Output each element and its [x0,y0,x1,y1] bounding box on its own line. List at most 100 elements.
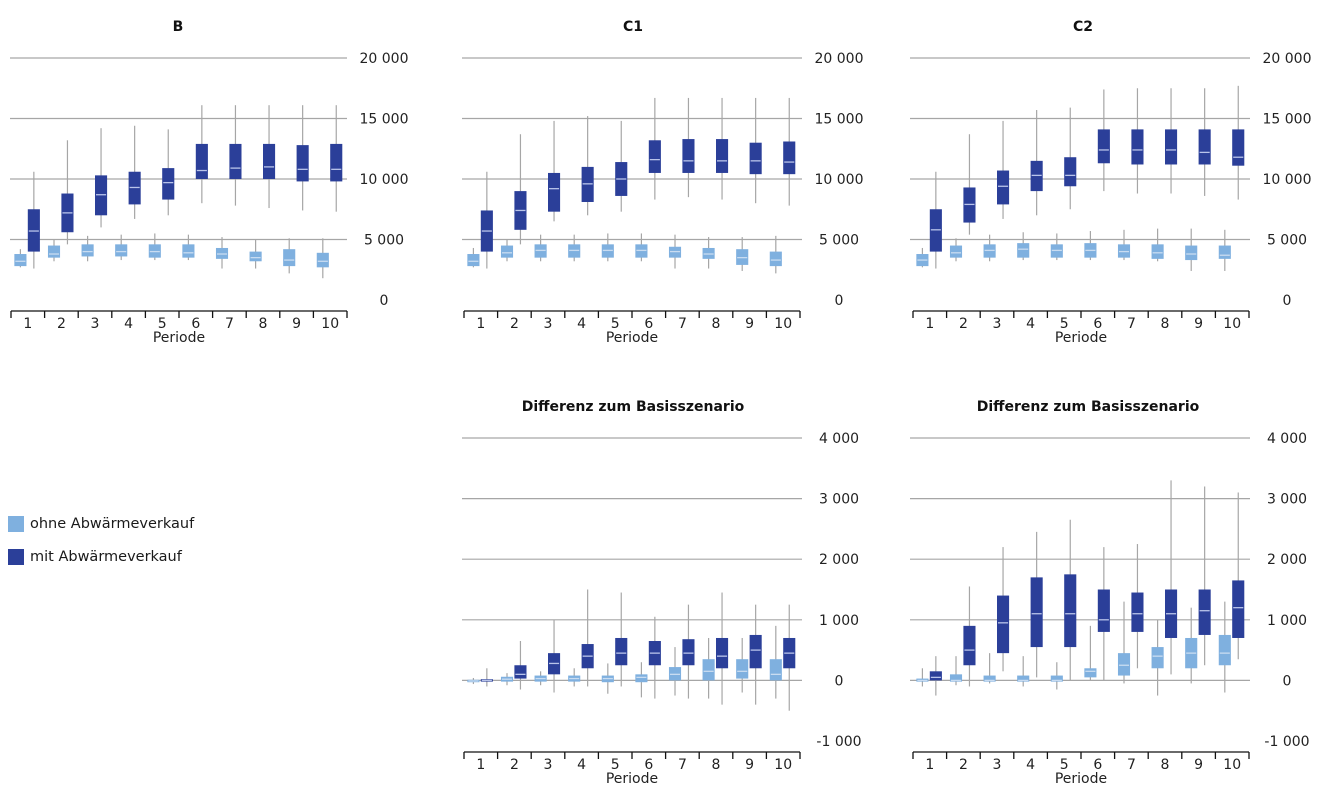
box-ohne [115,234,128,261]
box-body [1232,580,1245,638]
y-tick-label: 20 000 [1263,51,1312,67]
box-body [47,245,61,258]
box-mit [296,105,309,211]
box-mit [480,171,493,269]
box-body [1084,668,1097,678]
box-ohne [949,656,963,686]
box-body [749,634,762,669]
box-body [1050,675,1063,682]
legend-item-mit: mit Abwärmeverkauf [8,547,194,567]
x-tick-label: 10 [1223,316,1241,332]
y-tick-label: 5 000 [364,233,404,249]
box-mit [929,656,942,696]
box-mit [1030,531,1043,678]
box-mit [61,140,74,245]
box-ohne [1218,229,1231,271]
box-mit [1198,486,1211,666]
box-ohne [215,237,229,269]
box-ohne [916,668,929,687]
box-body [783,141,796,175]
legend-label-mit: mit Abwärmeverkauf [30,549,182,565]
box-body [997,170,1010,205]
box-ohne [983,653,996,684]
box-ohne [316,238,329,279]
box-body [162,168,175,200]
box-ohne [1117,601,1131,684]
box-mit [1198,88,1211,196]
box-ohne [635,662,648,698]
box-body [736,659,749,679]
box-mit [1030,110,1043,216]
x-tick-label: 9 [292,316,301,332]
box-body [1117,653,1131,676]
box-body [749,142,762,175]
box-body [1232,129,1245,166]
box-ohne [1151,228,1164,262]
x-tick-label: 8 [1161,757,1170,773]
x-tick-label: 1 [23,316,32,332]
box-mit [963,586,976,687]
box-mit [27,171,40,269]
box-mit [1097,547,1110,681]
box-ohne [47,239,61,262]
box-mit [1131,544,1144,669]
chart-panel-5: Differenz zum Basisszenario -1 000 0 1 000 2… [910,399,1310,785]
y-tick-label: 2 000 [1267,552,1307,568]
x-tick-label: 3 [544,316,553,332]
y-tick-label: 4 000 [819,431,859,447]
box-ohne [1117,229,1131,261]
box-body [615,637,628,666]
box-body [195,143,208,179]
box-ohne [769,625,782,699]
box-mit [548,619,561,693]
x-tick-label: 8 [712,757,721,773]
y-tick-label: 5 000 [1267,233,1307,249]
chart-title: C2 [1073,19,1093,35]
box-ohne [702,637,715,699]
box-mit [514,641,527,690]
box-mit [1232,492,1245,660]
box-mit [330,105,343,212]
x-tick-label: 7 [678,316,687,332]
box-mit [128,125,141,219]
y-tick-label: 1 000 [1267,613,1307,629]
x-tick-label: 6 [1093,757,1102,773]
x-tick-label: 6 [644,757,653,773]
box-mit [749,97,762,204]
y-tick-label: 10 000 [360,172,409,188]
chart-title: C1 [623,19,643,35]
x-tick-label: 8 [259,316,268,332]
x-tick-label: 10 [774,316,792,332]
box-ohne [601,663,614,694]
legend-swatch-mit [8,549,24,565]
x-tick-label: 3 [993,757,1002,773]
x-tick-label: 6 [1093,316,1102,332]
legend-swatch-ohne [8,516,24,532]
box-ohne [635,233,648,262]
box-body [1165,129,1178,165]
y-tick-label: 2 000 [819,552,859,568]
box-body [1017,243,1030,258]
x-tick-label: 9 [745,757,754,773]
x-tick-label: 2 [959,316,968,332]
box-mit [716,592,729,705]
x-axis-label: Periode [153,330,205,346]
x-tick-label: 9 [745,316,754,332]
box-body [182,244,195,258]
box-body [249,251,262,262]
x-tick-label: 7 [1127,316,1136,332]
box-ohne [283,238,296,274]
box-ohne [568,234,581,262]
box-mit [1165,88,1178,194]
x-tick-label: 3 [91,316,100,332]
box-body [1131,129,1144,165]
x-tick-label: 3 [993,316,1002,332]
x-tick-label: 1 [925,316,934,332]
box-mit [929,171,942,269]
box-body [1218,634,1231,666]
box-mit [615,592,628,687]
box-ohne [467,677,480,685]
box-mit [783,97,796,206]
y-tick-label: 0 [380,293,389,309]
x-tick-label: 4 [124,316,133,332]
